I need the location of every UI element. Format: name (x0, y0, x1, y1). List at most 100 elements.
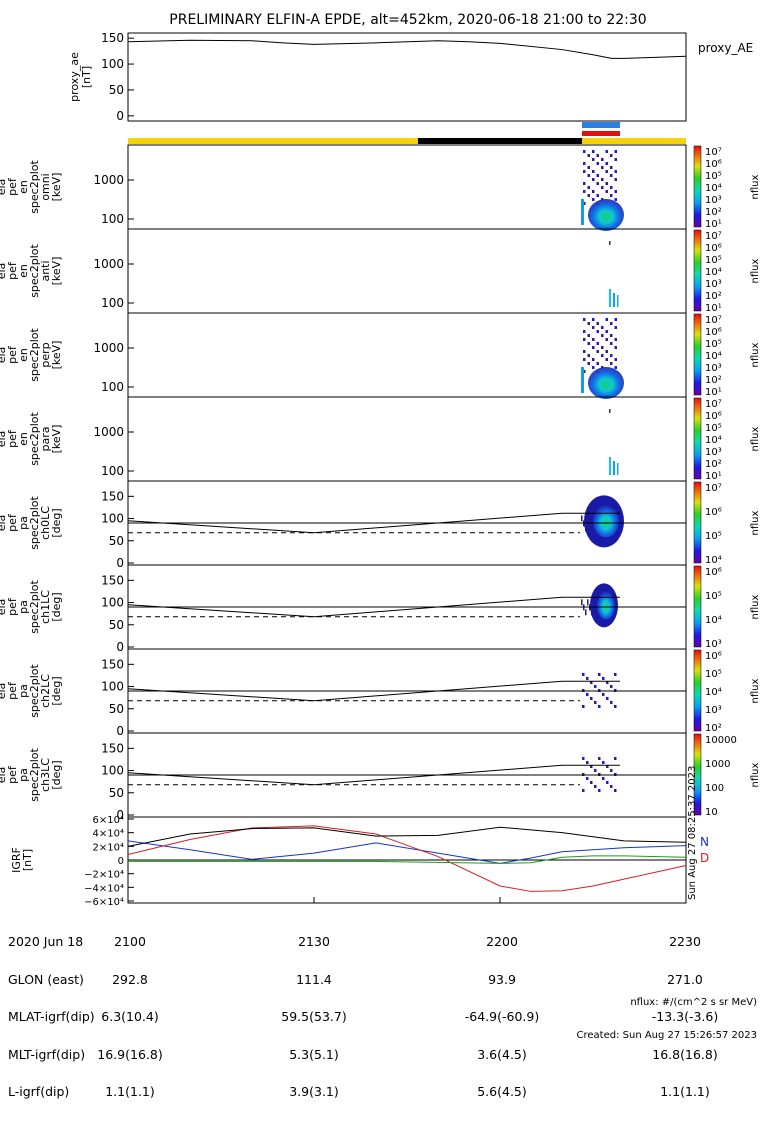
colorbar (693, 649, 702, 732)
spectrogram-cell (596, 162, 599, 165)
spectrogram-cell (606, 765, 609, 768)
spectrogram-cell (596, 322, 599, 325)
footer-row-labels: 2020 Jun 18 GLON (east) MLAT-igrf(dip) M… (8, 911, 95, 1124)
footer-mlat: 6.3(10.4) (101, 1009, 159, 1024)
y-axis-label-line: spec2plot (28, 412, 41, 466)
spectrogram-cell (587, 599, 589, 606)
spectrogram-cell (587, 194, 590, 197)
spectrogram-cell (582, 705, 585, 708)
colorbar-tick-label: 10⁶ (705, 159, 722, 170)
spectrogram-cell (614, 158, 617, 161)
y-tick-label: 1000 (93, 173, 124, 187)
footer-mlat: -64.9(-60.9) (464, 1009, 540, 1024)
y-tick-label: −4×10⁴ (84, 883, 124, 894)
footer-label-glon: GLON (east) (8, 971, 84, 987)
y-tick-label: −6×10⁴ (84, 897, 124, 908)
spectrogram-cell (605, 182, 608, 185)
y-axis-label-line: ela (0, 683, 8, 700)
spectrogram-cell (614, 170, 617, 173)
spectrogram-cell (609, 289, 611, 307)
spectrogram-cell (592, 198, 595, 201)
spectrogram-cell (606, 781, 609, 784)
colorbar-tick-label: 10⁷ (705, 147, 722, 158)
y-tick-label: 50 (109, 786, 124, 800)
colorbar-tick-label: 10⁵ (705, 591, 722, 602)
colorbar-tick-label: 10⁵ (705, 255, 722, 266)
spectrogram-cell (614, 150, 617, 153)
y-axis-label-line: [keV] (50, 425, 63, 454)
spectrogram-cell (610, 334, 613, 337)
spectrogram-cell (598, 757, 601, 760)
y-axis-label-line: en (17, 264, 30, 278)
y-tick-label: 150 (101, 573, 124, 587)
spectrogram-panel-ch1LC: 150 100 50 0 elapefpaspec2plotch1LC[deg] 10⁶ 1… (0, 564, 761, 654)
y-tick-label: 150 (101, 657, 124, 671)
spectrogram-cell (598, 673, 601, 676)
flux-enhancement (593, 505, 619, 538)
spectrogram-cell (610, 186, 613, 189)
colorbar-tick-label: 10⁶ (705, 567, 722, 578)
spectrogram-cell (587, 154, 590, 157)
spectrogram-cell (583, 370, 586, 373)
spectrogram-cell (601, 186, 604, 189)
footer-time: 2200 (486, 934, 518, 949)
spectrogram-cell (610, 154, 613, 157)
spectrogram-cell (587, 354, 590, 357)
colorbar-tick-label: 10 (705, 807, 718, 818)
footer-mlt: 16.9(16.8) (97, 1046, 163, 1062)
y-axis-label-line: ela (0, 515, 8, 532)
y-axis-label-line: pa (17, 600, 30, 614)
y-tick-label: 100 (101, 596, 124, 610)
y-axis-label: elapefenspec2plotpara[keV] (0, 412, 63, 466)
igrf-side-timestamp: Sun Aug 27 08:25:37 2023 (687, 766, 698, 900)
y-axis-label-line: ch3LC (39, 758, 52, 792)
y-axis-label-line: pa (17, 768, 30, 782)
y-tick-label: 100 (101, 764, 124, 778)
igrf-series-black (127, 826, 687, 847)
igrf-series-n (127, 840, 687, 864)
footer-time: 2130 (298, 934, 330, 949)
footer-time: 2230 (669, 934, 701, 949)
y-axis-label: elapefpaspec2plotch0LC[deg] (0, 496, 63, 550)
y-axis-label-line: spec2plot (28, 328, 41, 382)
y-tick-label: 50 (109, 702, 124, 716)
spectrogram-cell (598, 705, 601, 708)
y-axis-label-line: spec2plot (28, 244, 41, 298)
colorbar-label: nflux (750, 594, 761, 619)
colorbar-tick-label: 100 (705, 783, 724, 794)
spectrogram-cell (590, 697, 593, 700)
colorbar-tick-label: 10⁵ (705, 171, 722, 182)
y-axis-label-line: pa (17, 684, 30, 698)
colorbar-tick-label: 10⁷ (705, 483, 722, 494)
y-axis-label-line: pef (6, 597, 19, 616)
panel-frame (127, 396, 687, 482)
y-axis-label-line: [deg] (50, 508, 63, 537)
y-tick-label: 0 (116, 724, 124, 738)
spectrogram-cell (596, 342, 599, 345)
colorbar-tick-label: 10³ (705, 195, 722, 206)
colorbar-label: nflux (750, 174, 761, 199)
y-axis-label-line: pef (6, 261, 19, 280)
y-tick-label: 0 (118, 856, 124, 867)
colorbar-tick-label: 10² (705, 459, 722, 470)
y-axis-label-line: pef (6, 681, 19, 700)
footer-notes: nflux: #/(cm^2 s sr MeV) Created: Sun Au… (577, 975, 757, 1063)
spectrogram-cell (591, 609, 593, 616)
spectrogram-cell (614, 757, 617, 760)
spectrogram-cell (587, 166, 590, 169)
colorbar-tick-label: 10³ (705, 705, 722, 716)
spectrogram-cell (596, 330, 599, 333)
y-axis-label: elapefpaspec2plotch1LC[deg] (0, 580, 63, 634)
spectrogram-cell (605, 150, 608, 153)
igrf-series-green (128, 855, 687, 864)
spectrogram-cell (601, 178, 604, 181)
legend-d: D (700, 851, 709, 865)
spectrogram-cell (605, 338, 608, 341)
flux-enhancement (597, 591, 615, 620)
spectrogram-cell (614, 789, 617, 792)
y-tick-label: 50 (109, 618, 124, 632)
spectrogram-cell (605, 190, 608, 193)
y-axis-label-line: pef (6, 513, 19, 532)
spectrogram-cell (609, 457, 611, 475)
y-axis-label-line: para (39, 427, 52, 452)
